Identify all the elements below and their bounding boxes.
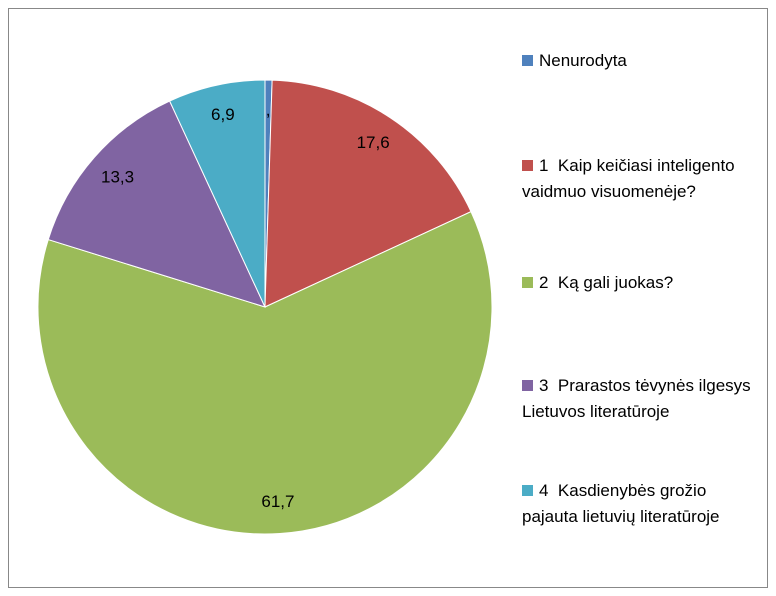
pie-slice [47,100,266,308]
data-label: 6,9 [211,105,235,124]
pie-slice [168,79,266,308]
legend-swatch [522,277,533,288]
data-label: 61,7 [261,492,294,511]
legend-item: 4 Kasdienybės grožio pajauta lietuvių li… [522,478,762,530]
legend-swatch [522,485,533,496]
legend-item: 2 Ką gali juokas? [522,270,762,296]
legend-label: 2 Ką gali juokas? [539,273,674,292]
pie-slice [264,79,472,308]
legend-label: Nenurodyta [539,51,627,70]
legend-label: 4 Kasdienybės grožio pajauta lietuvių li… [522,481,720,526]
data-label: 17,6 [357,133,390,152]
legend-label: 3 Prarastos tėvynės ilgesys Lietuvos lit… [522,376,756,421]
legend-item: 1 Kaip keičiasi inteligento vaidmuo visu… [522,153,762,205]
legend-swatch [522,160,533,171]
data-label: 13,3 [101,167,134,186]
legend-item: Nenurodyta [522,48,762,74]
legend-swatch [522,380,533,391]
legend-label: 1 Kaip keičiasi inteligento vaidmuo visu… [522,156,740,201]
legend-item: 3 Prarastos tėvynės ilgesys Lietuvos lit… [522,373,762,425]
legend-swatch [522,55,533,66]
pie-slice [37,210,493,535]
